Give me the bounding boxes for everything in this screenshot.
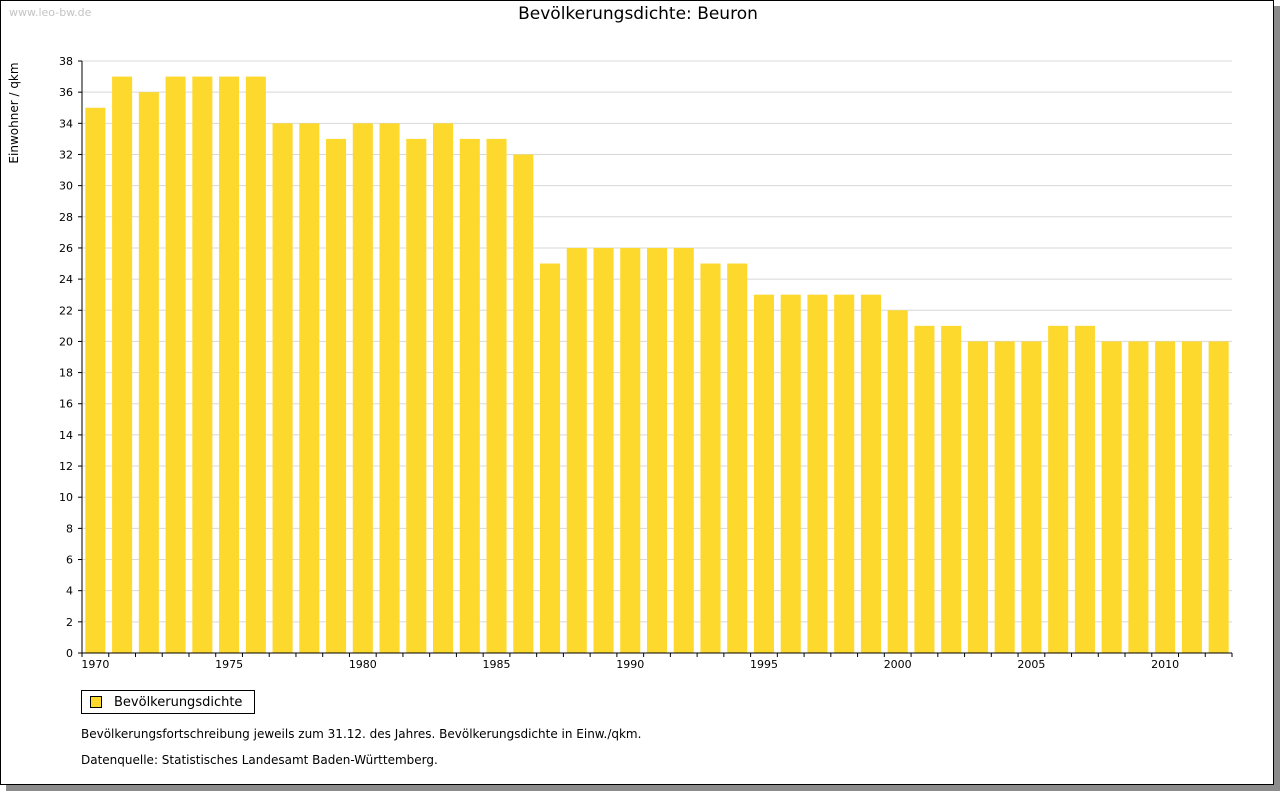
bar-1994 <box>727 263 748 653</box>
y-tick-label-34: 34 <box>59 117 73 130</box>
bar-1987 <box>539 263 561 653</box>
bar-1972 <box>138 92 159 653</box>
bar-1988 <box>566 247 587 653</box>
footnote-method: Bevölkerungsfortschreibung jeweils zum 3… <box>81 727 642 741</box>
bar-1981 <box>379 123 400 653</box>
bar-1971 <box>112 76 133 653</box>
y-tick-label-20: 20 <box>59 335 73 348</box>
y-tick-label-0: 0 <box>66 647 73 660</box>
y-tick-label-26: 26 <box>59 242 73 255</box>
bar-1990 <box>620 247 641 653</box>
x-tick-label-2010: 2010 <box>1151 658 1179 671</box>
y-axis-title: Einwohner / qkm <box>7 62 21 163</box>
bar-2005 <box>1021 341 1042 653</box>
bar-1978 <box>299 123 320 653</box>
bar-1996 <box>780 294 801 653</box>
y-tick-label-32: 32 <box>59 148 73 161</box>
x-tick-label-1970: 1970 <box>81 658 109 671</box>
x-tick-label-1990: 1990 <box>616 658 644 671</box>
bar-2010 <box>1155 341 1176 653</box>
y-tick-label-18: 18 <box>59 367 73 380</box>
footnote-source: Datenquelle: Statistisches Landesamt Bad… <box>81 753 438 767</box>
bar-1986 <box>513 154 534 653</box>
y-tick-label-8: 8 <box>66 522 73 535</box>
legend-swatch <box>90 696 102 708</box>
bar-2001 <box>914 325 935 653</box>
bar-1995 <box>753 294 775 653</box>
bar-1979 <box>326 138 347 654</box>
y-tick-label-12: 12 <box>59 460 73 473</box>
bar-1992 <box>673 247 694 653</box>
x-tick-label-1995: 1995 <box>750 658 778 671</box>
y-tick-label-6: 6 <box>66 554 73 567</box>
legend-label: Bevölkerungsdichte <box>114 694 243 710</box>
y-tick-label-38: 38 <box>59 55 73 68</box>
bar-2011 <box>1181 341 1202 653</box>
bar-1984 <box>459 138 480 654</box>
bar-1998 <box>834 294 855 653</box>
y-tick-label-30: 30 <box>59 180 73 193</box>
bar-2008 <box>1101 341 1122 653</box>
axes <box>78 60 1233 657</box>
bar-2002 <box>941 325 962 653</box>
bar-2009 <box>1128 341 1149 653</box>
bar-1991 <box>646 247 668 653</box>
x-tick-label-2005: 2005 <box>1017 658 1045 671</box>
x-tick-label-1985: 1985 <box>483 658 511 671</box>
bar-1976 <box>245 76 266 653</box>
bar-1975 <box>219 76 240 653</box>
y-tick-label-2: 2 <box>66 616 73 629</box>
bar-1997 <box>807 294 828 653</box>
y-tick-label-24: 24 <box>59 273 73 286</box>
y-tick-label-14: 14 <box>59 429 73 442</box>
bar-1980 <box>352 123 373 653</box>
y-tick-label-10: 10 <box>59 491 73 504</box>
y-tick-label-28: 28 <box>59 211 73 224</box>
bar-1977 <box>272 123 293 653</box>
x-tick-label-1980: 1980 <box>349 658 377 671</box>
bar-2012 <box>1208 341 1229 653</box>
x-tick-label-1975: 1975 <box>215 658 243 671</box>
y-tick-label-22: 22 <box>59 304 73 317</box>
bar-2004 <box>994 341 1015 653</box>
bar-2007 <box>1074 325 1095 653</box>
y-tick-label-4: 4 <box>66 585 73 598</box>
bar-2006 <box>1048 325 1069 653</box>
bar-1985 <box>486 138 507 654</box>
legend: Bevölkerungsdichte <box>81 690 256 714</box>
bar-1973 <box>165 76 186 653</box>
bar-1970 <box>85 107 106 654</box>
y-tick-label-36: 36 <box>59 86 73 99</box>
x-tick-label-2000: 2000 <box>884 658 912 671</box>
bar-1974 <box>192 76 213 653</box>
bars <box>85 76 1229 654</box>
bar-1999 <box>860 294 881 653</box>
bar-1983 <box>433 123 454 653</box>
bar-1993 <box>700 263 721 653</box>
bar-2003 <box>967 341 988 653</box>
bar-1982 <box>406 138 427 654</box>
bar-2000 <box>887 310 908 653</box>
y-tick-label-16: 16 <box>59 398 73 411</box>
bar-1989 <box>593 247 614 653</box>
watermark: www.leo-bw.de <box>9 6 92 19</box>
chart-title: Bevölkerungsdichte: Beuron <box>518 4 758 24</box>
